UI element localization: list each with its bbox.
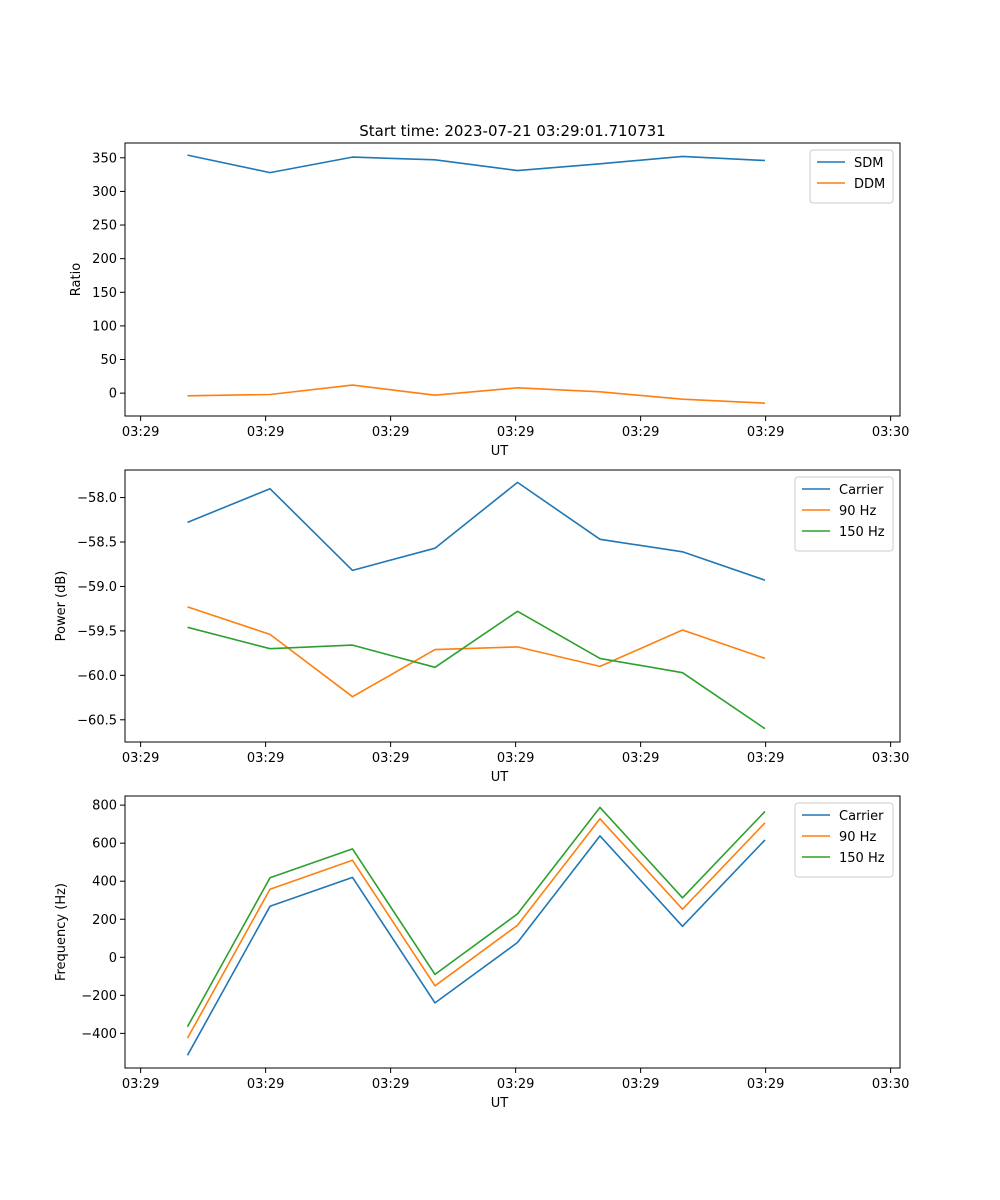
legend: Carrier 90 Hz 150 Hz (794, 476, 894, 552)
y-tick-label: 250 (92, 219, 117, 234)
legend-box (794, 802, 894, 878)
y-tick-label: −60.5 (77, 713, 117, 728)
y-tick-label: 400 (92, 875, 117, 890)
axes-frame (124, 142, 901, 417)
y-tick-label: 350 (92, 151, 117, 166)
x-tick-label: 03:29 (247, 751, 284, 766)
x-tick-label: 03:29 (622, 751, 659, 766)
series-line-sdm (187, 154, 766, 174)
x-tick-label: 03:29 (372, 425, 409, 440)
legend-label: SDM (854, 156, 883, 171)
y-tick-label: 200 (92, 913, 117, 928)
x-tick-label: 03:29 (747, 1077, 784, 1092)
x-axis-label: UT (491, 1096, 509, 1111)
x-tick-label: 03:29 (747, 751, 784, 766)
legend-label: Carrier (839, 483, 884, 498)
x-tick-label: 03:29 (747, 425, 784, 440)
axes-frame (124, 795, 901, 1069)
x-tick-label: 03:29 (122, 425, 159, 440)
y-tick-label: −60.0 (77, 669, 117, 684)
subplots: 03:29 03:29 03:29 03:29 03:29 03:29 03:30 0 50 10… (54, 142, 909, 1111)
x-tick-label: 03:29 (247, 1077, 284, 1092)
subplot-2: 03:29 03:29 03:29 03:29 03:29 03:29 03:30 −58.0… (54, 469, 909, 785)
y-tick-label: 0 (109, 951, 117, 966)
legend-label: 90 Hz (839, 504, 876, 519)
x-axis-label: UT (491, 444, 509, 459)
y-tick-label: 600 (92, 837, 117, 852)
y-tick-label: −58.0 (77, 491, 117, 506)
y-tick-label: 0 (109, 387, 117, 402)
y-tick-label: 150 (92, 286, 117, 301)
x-tick-label: 03:29 (622, 1077, 659, 1092)
y-tick-label: −59.5 (77, 624, 117, 639)
x-tick-label: 03:30 (872, 425, 909, 440)
y-tick-label: −58.5 (77, 536, 117, 551)
y-tick-label: 50 (100, 353, 117, 368)
y-axis-label: Power (dB) (54, 571, 69, 642)
legend-label: DDM (854, 177, 885, 192)
x-tick-label: 03:29 (497, 751, 534, 766)
y-axis-label: Frequency (Hz) (54, 883, 69, 981)
legend-box (794, 476, 894, 552)
subplot-1: 03:29 03:29 03:29 03:29 03:29 03:29 03:30 0 50 10… (69, 142, 909, 459)
x-tick-label: 03:29 (372, 751, 409, 766)
series-line-90-hz (186, 817, 766, 1039)
y-axis-label: Ratio (69, 263, 84, 296)
x-axis-label: UT (491, 770, 509, 785)
legend-box (809, 149, 894, 204)
legend-label: 90 Hz (839, 830, 876, 845)
x-tick-label: 03:30 (872, 751, 909, 766)
subplot-3: 03:29 03:29 03:29 03:29 03:29 03:29 03:30 −400 −… (54, 795, 909, 1111)
figure-title: Start time: 2023-07-21 03:29:01.710731 (359, 122, 665, 140)
y-tick-label: 200 (92, 252, 117, 267)
axes-frame (124, 469, 901, 743)
series-line-carrier (186, 835, 766, 1056)
legend: Carrier 90 Hz 150 Hz (794, 802, 894, 878)
legend-label: Carrier (839, 809, 884, 824)
series-line-90-hz (187, 606, 766, 698)
x-tick-label: 03:29 (122, 751, 159, 766)
series-line-ddm (187, 384, 766, 404)
series-line-150-hz (186, 806, 766, 1028)
legend-label: 150 Hz (839, 525, 885, 540)
x-tick-label: 03:29 (622, 425, 659, 440)
y-tick-label: 100 (92, 319, 117, 334)
y-tick-label: −200 (81, 989, 117, 1004)
legend-label: 150 Hz (839, 851, 885, 866)
y-tick-label: 800 (92, 799, 117, 814)
y-tick-label: −400 (81, 1027, 117, 1042)
y-tick-label: 300 (92, 185, 117, 200)
series-line-carrier (187, 481, 766, 581)
x-tick-label: 03:30 (872, 1077, 909, 1092)
y-tick-label: −59.0 (77, 580, 117, 595)
x-tick-label: 03:29 (247, 425, 284, 440)
x-tick-label: 03:29 (497, 1077, 534, 1092)
x-tick-label: 03:29 (122, 1077, 159, 1092)
series-line-150-hz (187, 610, 766, 730)
x-tick-label: 03:29 (372, 1077, 409, 1092)
legend: SDM DDM (809, 149, 894, 204)
x-tick-label: 03:29 (497, 425, 534, 440)
